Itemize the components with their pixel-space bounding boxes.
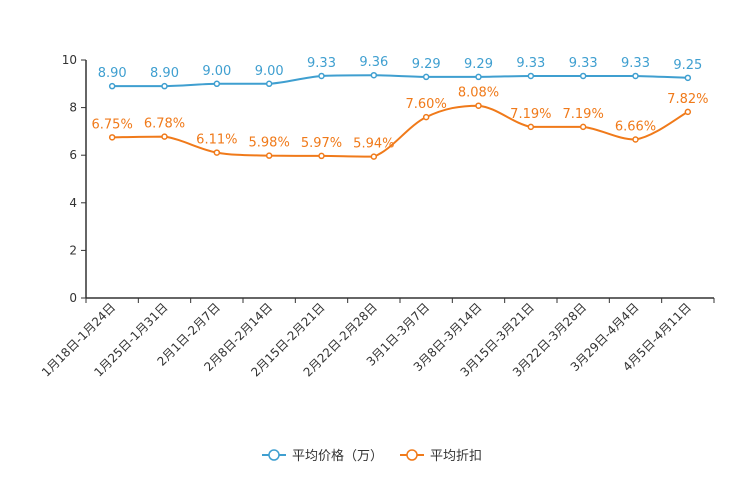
data-point[interactable] (684, 74, 692, 82)
series-line-avg-discount (112, 104, 689, 158)
legend-marker-icon (268, 449, 280, 461)
data-labels: 8.90 8.90 9.00 9.00 9.33 9.36 9.29 9.29 9.33 9.33… (92, 55, 709, 151)
data-point[interactable] (422, 113, 430, 121)
data-point[interactable] (684, 108, 692, 116)
data-label: 5.98% (249, 136, 290, 151)
data-label: 7.60% (406, 97, 447, 112)
data-label: 9.33 (569, 56, 598, 71)
legend-item-avg-price[interactable]: 平均价格（万） (262, 448, 383, 464)
data-point[interactable] (108, 134, 116, 141)
legend-marker-icon (406, 449, 418, 461)
data-label: 6.75% (92, 117, 133, 132)
y-tick-label: 6 (69, 148, 77, 162)
data-label: 9.00 (202, 64, 231, 79)
data-label: 6.11% (196, 133, 237, 148)
data-label: 8.08% (458, 86, 499, 101)
data-label: 6.66% (615, 119, 656, 134)
y-tick-label: 10 (62, 53, 77, 67)
data-label: 8.90 (98, 66, 127, 81)
data-point[interactable] (475, 73, 482, 81)
data-point[interactable] (318, 152, 325, 160)
data-label: 5.97% (301, 136, 342, 151)
data-label: 9.33 (621, 56, 650, 71)
data-point[interactable] (265, 80, 273, 88)
series-line-avg-price (112, 74, 688, 88)
data-point[interactable] (161, 82, 168, 90)
data-label: 7.19% (563, 107, 604, 122)
data-point[interactable] (108, 82, 116, 90)
data-label: 8.90 (150, 66, 179, 81)
data-point[interactable] (632, 136, 639, 143)
data-point[interactable] (161, 133, 168, 140)
data-point[interactable] (527, 123, 535, 131)
data-point[interactable] (370, 71, 378, 79)
data-label: 7.82% (667, 92, 708, 107)
series-layer (108, 71, 692, 160)
data-label: 7.19% (510, 107, 551, 122)
legend-item-avg-discount[interactable]: 平均折扣 (400, 449, 482, 464)
data-point[interactable] (265, 152, 273, 159)
data-label: 5.94% (353, 137, 394, 152)
data-label: 9.33 (516, 56, 545, 71)
legend-label: 平均折扣 (430, 449, 482, 464)
data-point[interactable] (213, 80, 221, 88)
data-label: 9.36 (359, 55, 388, 70)
y-tick-label: 8 (69, 101, 77, 115)
data-label: 9.29 (464, 57, 493, 72)
legend-label: 平均价格（万） (292, 448, 383, 464)
data-point[interactable] (579, 72, 587, 80)
data-point[interactable] (213, 149, 221, 156)
axes: 02468101月18日-1月24日1月25日-1月31日2月1日-2月7日2月… (39, 53, 715, 380)
data-point[interactable] (475, 102, 482, 109)
y-tick-label: 2 (69, 243, 77, 257)
data-label: 9.00 (255, 64, 284, 79)
data-point[interactable] (318, 72, 325, 80)
y-tick-label: 4 (69, 196, 77, 210)
data-label: 9.33 (307, 56, 336, 71)
data-point[interactable] (527, 72, 535, 80)
data-point[interactable] (632, 72, 639, 80)
data-point[interactable] (579, 123, 587, 131)
data-label: 6.78% (144, 117, 185, 132)
data-point[interactable] (422, 73, 430, 81)
data-label: 9.29 (412, 57, 441, 72)
data-label: 9.25 (673, 58, 702, 73)
data-point[interactable] (370, 153, 378, 160)
legend[interactable]: 平均价格（万） 平均折扣 (262, 448, 482, 464)
y-tick-label: 0 (69, 291, 77, 305)
